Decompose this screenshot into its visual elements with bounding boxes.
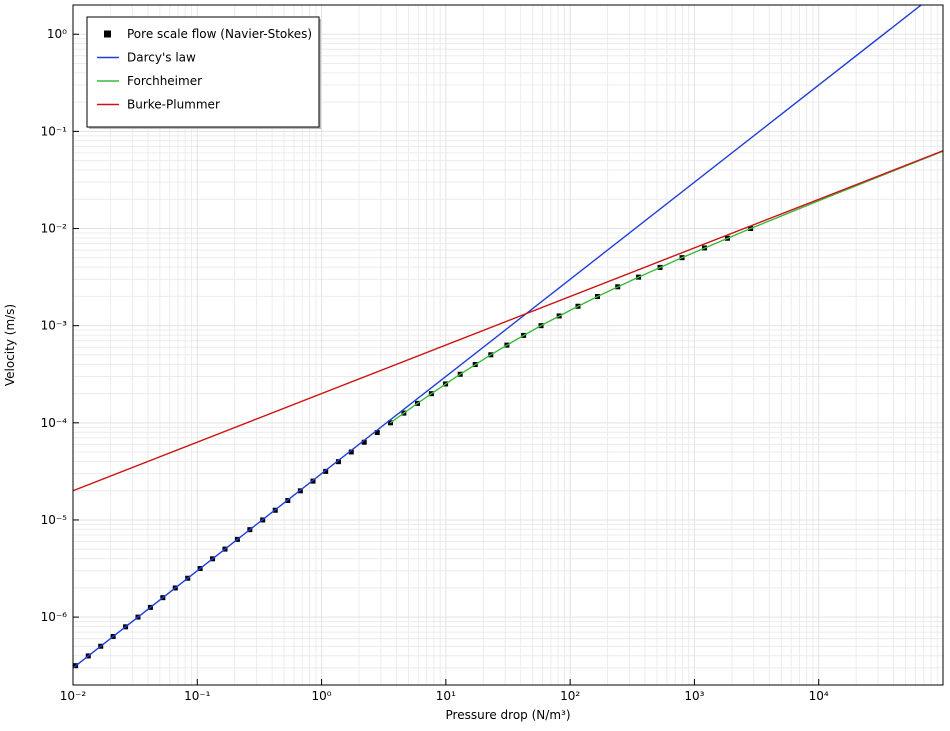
x-axis-label: Pressure drop (N/m³) <box>446 708 571 722</box>
legend-label: Pore scale flow (Navier-Stokes) <box>127 27 312 41</box>
y-tick-label: 10⁻⁵ <box>41 513 68 527</box>
legend-box <box>86 16 320 128</box>
plot-frame <box>72 4 944 686</box>
x-tick-label: 10² <box>560 689 580 703</box>
series-line <box>390 150 943 424</box>
y-tick-label: 10⁻⁶ <box>41 610 68 624</box>
x-tick-label: 10⁰ <box>312 689 332 703</box>
y-tick-label: 10⁻³ <box>41 319 68 333</box>
data-point <box>323 468 329 474</box>
legend-label: Darcy's law <box>127 51 196 65</box>
y-tick-label: 10⁻¹ <box>41 124 68 138</box>
x-tick-label: 10⁻¹ <box>184 689 211 703</box>
legend-marker <box>104 30 111 38</box>
series-line <box>73 5 923 669</box>
y-tick-label: 10⁻⁴ <box>41 416 68 430</box>
legend-label: Forchheimer <box>127 74 202 88</box>
data-point <box>348 449 354 455</box>
x-tick-label: 10¹ <box>436 689 456 703</box>
x-tick-label: 10³ <box>684 689 704 703</box>
y-tick-label: 10⁰ <box>47 27 67 41</box>
x-tick-label: 10⁻² <box>60 689 87 703</box>
y-tick-label: 10⁻² <box>41 222 68 236</box>
series-line <box>73 150 943 492</box>
data-point <box>374 430 380 436</box>
y-axis-label: Velocity (m/s) <box>3 304 17 386</box>
x-tick-label: 10⁴ <box>809 689 829 703</box>
data-point <box>335 459 341 465</box>
legend-label: Burke-Plummer <box>127 98 220 112</box>
data-point <box>361 439 367 445</box>
